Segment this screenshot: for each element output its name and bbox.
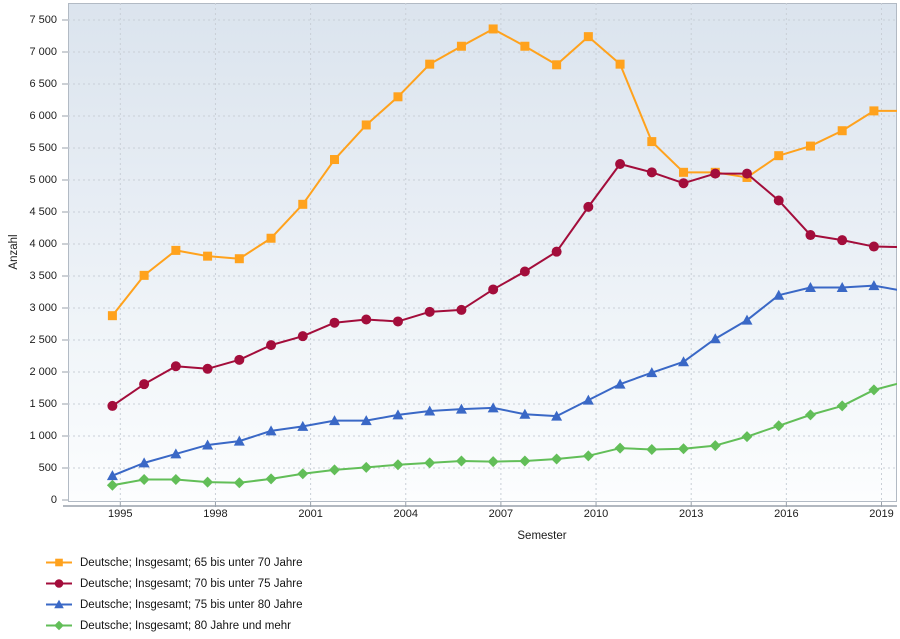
legend-item-75-80: Deutsche; Insgesamt; 75 bis unter 80 Jah… <box>46 594 302 615</box>
legend-label: Deutsche; Insgesamt; 75 bis unter 80 Jah… <box>80 598 303 611</box>
y-tick-label: 7 500 <box>29 14 57 26</box>
y-tick-label: 5 500 <box>29 142 57 154</box>
legend-item-70-75: Deutsche; Insgesamt; 70 bis unter 75 Jah… <box>46 573 302 594</box>
y-tick-label: 500 <box>38 462 57 474</box>
legend-item-65-70: Deutsche; Insgesamt; 65 bis unter 70 Jah… <box>46 552 302 573</box>
diamond-marker-icon <box>46 620 72 631</box>
legend-label: Deutsche; Insgesamt; 65 bis unter 70 Jah… <box>80 556 303 569</box>
y-tick-label: 6 000 <box>29 110 57 122</box>
x-tick-label: 2019 <box>869 508 894 520</box>
y-tick-label: 0 <box>50 494 57 506</box>
x-tick-label: 1998 <box>203 508 228 520</box>
x-tick-label: 1995 <box>108 508 133 520</box>
y-tick-label: 5 000 <box>29 174 57 186</box>
y-tick-label: 4 500 <box>29 206 57 218</box>
legend: Deutsche; Insgesamt; 65 bis unter 70 Jah… <box>46 552 302 636</box>
y-tick-label: 1 500 <box>29 398 57 410</box>
x-tick-label: 2004 <box>393 508 418 520</box>
y-tick-label: 2 500 <box>29 334 57 346</box>
x-tick-label: 2010 <box>583 508 609 520</box>
y-tick-label: 6 500 <box>29 78 57 90</box>
y-tick-label: 1 000 <box>29 430 57 442</box>
x-tick-label: 2016 <box>774 508 799 520</box>
legend-item-80plus: Deutsche; Insgesamt; 80 Jahre und mehr <box>46 615 302 636</box>
x-tick-label: 2001 <box>298 508 323 520</box>
y-tick-label: 2 000 <box>29 366 57 378</box>
legend-label: Deutsche; Insgesamt; 80 Jahre und mehr <box>80 619 291 632</box>
triangle-marker-icon <box>46 599 72 609</box>
x-tick-label: 2013 <box>678 508 704 520</box>
y-axis-title: Anzahl <box>8 234 20 270</box>
circle-marker-icon <box>46 579 72 588</box>
y-tick-label: 3 000 <box>29 302 57 314</box>
y-tick-label: 4 000 <box>29 238 57 250</box>
y-tick-label: 3 500 <box>29 270 57 282</box>
square-marker-icon <box>46 558 72 567</box>
legend-label: Deutsche; Insgesamt; 70 bis unter 75 Jah… <box>80 577 303 590</box>
y-tick-label: 7 000 <box>29 46 57 58</box>
x-axis-title: Semester <box>517 530 567 542</box>
x-tick-label: 2007 <box>488 508 514 520</box>
